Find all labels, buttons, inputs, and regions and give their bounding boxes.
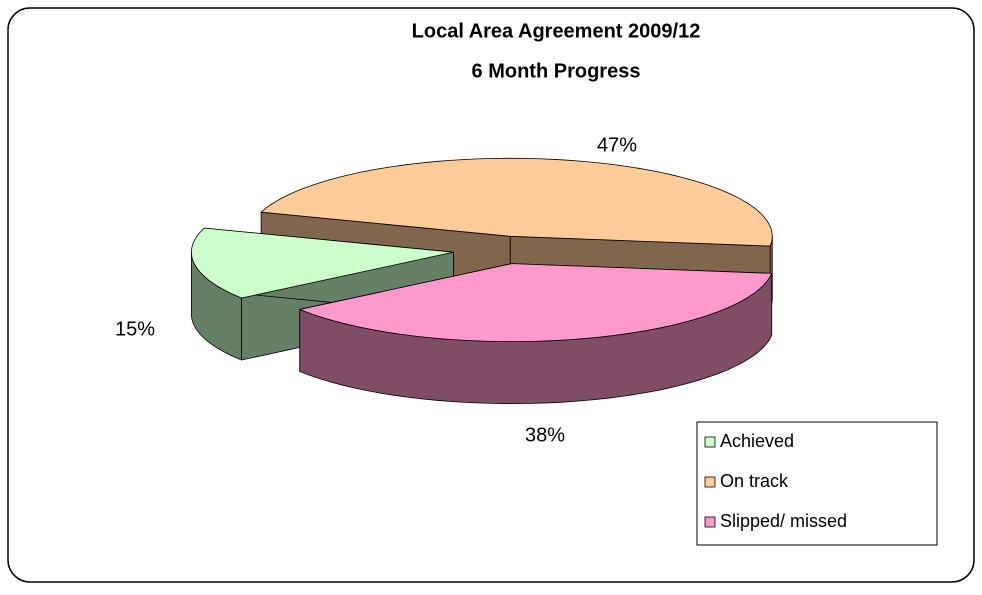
chart-title: 6 Month Progress: [472, 60, 641, 82]
data-label: 38%: [525, 424, 565, 446]
slice-top: [260, 157, 773, 247]
legend: Achieved On track Slipped/ missed: [696, 421, 938, 546]
data-label: 15%: [115, 318, 155, 340]
data-label: 47%: [597, 134, 637, 156]
slice: [299, 263, 773, 404]
legend-swatch: [704, 436, 716, 448]
chart-title: Local Area Agreement 2009/12: [412, 20, 701, 42]
legend-label: Achieved: [720, 431, 794, 451]
legend-label: Slipped/ missed: [720, 511, 847, 531]
legend-label: On track: [720, 471, 789, 491]
legend-box: [696, 421, 938, 546]
slice-top: [191, 227, 454, 299]
legend-swatch: [704, 516, 716, 528]
slice-top: [299, 263, 773, 342]
legend-swatch: [704, 476, 716, 488]
